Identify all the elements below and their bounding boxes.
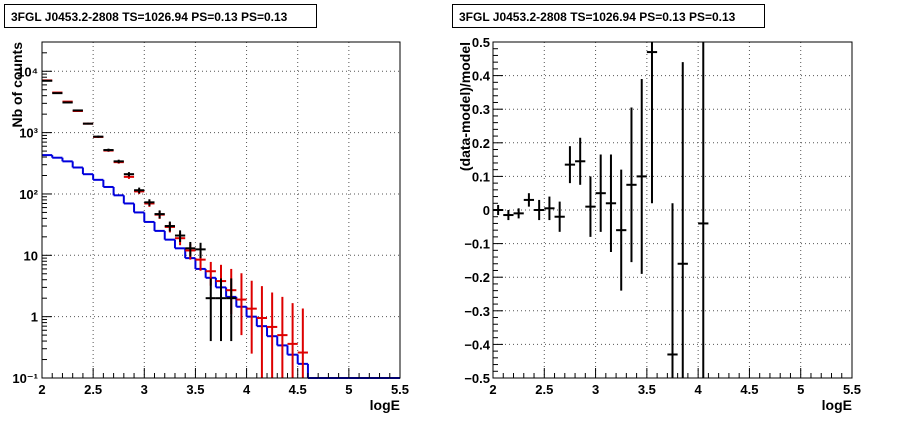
y-tick-label: 10 (24, 248, 38, 263)
x-axis-label: logE (370, 397, 400, 413)
y-tick-label: 0.4 (472, 69, 491, 84)
x-tick-label: 5.5 (843, 382, 861, 397)
x-axis-label: logE (822, 397, 852, 413)
y-tick-label: 10² (19, 187, 38, 202)
x-tick-label: 4.5 (740, 382, 758, 397)
left-plot-frame (41, 41, 401, 379)
y-tick-label: −0.5 (464, 371, 490, 386)
x-tick-label: 2.5 (535, 382, 553, 397)
y-tick-label: 0.2 (472, 136, 490, 151)
left-plot-title: 3FGL J0453.2-2808 TS=1026.94 PS=0.13 PS=… (4, 4, 317, 28)
x-tick-label: 5 (345, 382, 352, 397)
residuals-plot: 2 2.5 3 3.5 4 4.5 5 5.5 −0.5 −0.4 −0.3 −0.2 −0.1 0 0.1… (457, 35, 861, 413)
x-tick-label: 2.5 (84, 382, 102, 397)
y-tick-label: 1 (31, 310, 38, 325)
x-tick-label: 3.5 (638, 382, 656, 397)
y-tick-label: 10⁻¹ (12, 371, 38, 386)
x-tick-label: 3 (141, 382, 148, 397)
x-tick-label: 2 (489, 382, 496, 397)
y-tick-label: 10³ (19, 126, 38, 141)
x-tick-label: 3 (592, 382, 599, 397)
x-tick-label: 2 (38, 382, 45, 397)
y-tick-label: −0.4 (464, 337, 490, 352)
y-tick-label: 0.5 (472, 35, 490, 50)
x-tick-label: 4.5 (289, 382, 307, 397)
right-plot-title: 3FGL J0453.2-2808 TS=1026.94 PS=0.13 PS=… (452, 4, 765, 28)
x-tick-label: 4 (695, 382, 703, 397)
y-tick-label: −0.2 (464, 270, 490, 285)
y-tick-label: 0.3 (472, 102, 490, 117)
y-axis-label: Nb of counts (9, 42, 25, 128)
y-tick-label: −0.1 (464, 237, 490, 252)
counts-plot: 2 2.5 3 3.5 4 4.5 5 5.5 10⁻¹ 1 10 10² 10³ 10⁴ logE Nb o… (9, 41, 409, 413)
x-tick-label: 4 (243, 382, 251, 397)
y-tick-label: 0 (483, 203, 490, 218)
y-tick-label: 0.1 (472, 169, 490, 184)
y-tick-label: −0.3 (464, 304, 490, 319)
x-tick-label: 5.5 (391, 382, 409, 397)
y-axis-label: (data-model)/model (457, 42, 473, 171)
x-tick-label: 3.5 (186, 382, 204, 397)
y-tick-label: 10⁴ (17, 64, 38, 79)
x-tick-label: 5 (797, 382, 804, 397)
